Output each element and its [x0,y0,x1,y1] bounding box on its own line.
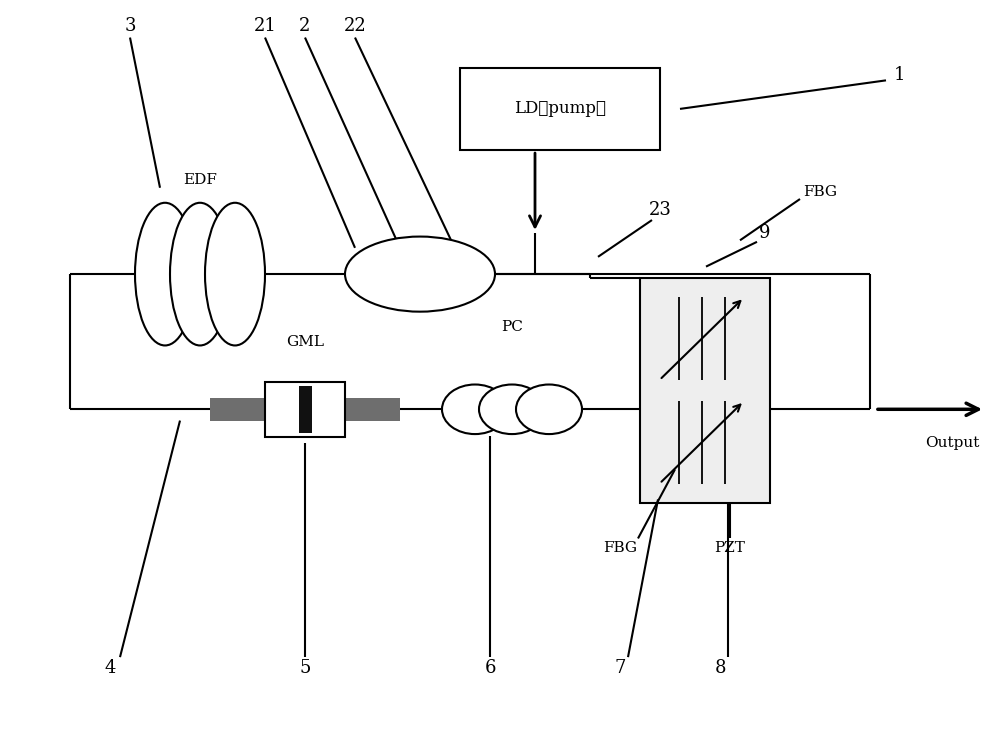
FancyBboxPatch shape [265,382,345,437]
Text: 7: 7 [614,659,626,677]
Ellipse shape [170,203,230,345]
Text: 23: 23 [649,201,671,219]
Circle shape [479,385,545,434]
Ellipse shape [135,203,195,345]
Text: 8: 8 [714,659,726,677]
Text: PZT: PZT [715,541,745,555]
Text: FBG: FBG [603,541,637,555]
FancyBboxPatch shape [640,278,770,503]
Text: PC: PC [501,320,523,333]
Text: FBG: FBG [803,185,837,198]
Text: 2: 2 [299,17,311,35]
Ellipse shape [205,203,265,345]
Text: 3: 3 [124,17,136,35]
Text: GML: GML [286,335,324,348]
FancyBboxPatch shape [345,398,400,421]
Text: LD（pump）: LD（pump） [514,101,606,117]
FancyBboxPatch shape [210,398,265,421]
FancyBboxPatch shape [460,68,660,150]
Text: 21: 21 [254,17,276,35]
Text: 6: 6 [484,659,496,677]
Ellipse shape [345,237,495,312]
Text: Output: Output [926,436,980,450]
Text: EDF: EDF [183,173,217,187]
Circle shape [442,385,508,434]
Text: 5: 5 [299,659,311,677]
Text: 22: 22 [344,17,366,35]
Text: 9: 9 [759,224,771,242]
FancyBboxPatch shape [298,386,312,433]
Text: WDM: WDM [398,267,442,281]
Circle shape [516,385,582,434]
Text: 4: 4 [104,659,116,677]
Text: 1: 1 [894,66,906,84]
